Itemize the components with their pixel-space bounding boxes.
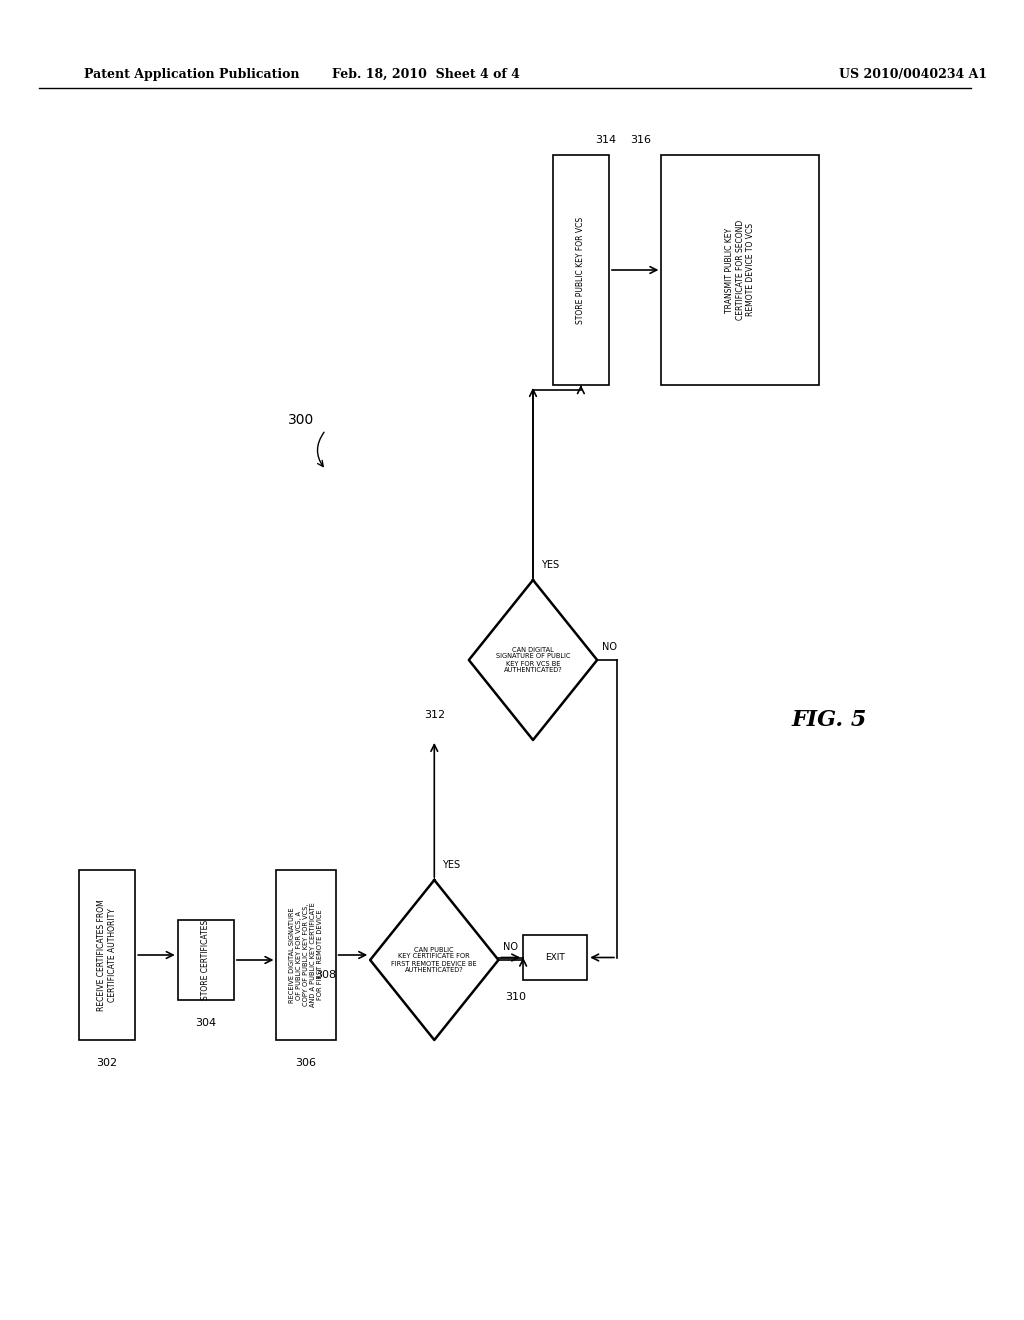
Text: YES: YES: [541, 560, 559, 570]
Text: 302: 302: [96, 1059, 118, 1068]
Text: RECEIVE CERTIFICATES FROM
CERTIFICATE AUTHORITY: RECEIVE CERTIFICATES FROM CERTIFICATE AU…: [97, 899, 117, 1011]
Bar: [553, 154, 609, 385]
Text: STORE CERTIFICATES: STORE CERTIFICATES: [202, 920, 210, 1001]
Bar: [79, 870, 135, 1040]
Text: NO: NO: [602, 642, 617, 652]
Text: 300: 300: [288, 413, 314, 426]
Text: FIG. 5: FIG. 5: [792, 709, 866, 731]
Text: 304: 304: [196, 1018, 216, 1028]
Bar: [276, 870, 336, 1040]
Text: Feb. 18, 2010  Sheet 4 of 4: Feb. 18, 2010 Sheet 4 of 4: [333, 69, 520, 81]
Bar: [523, 935, 588, 979]
Text: 316: 316: [631, 135, 651, 145]
Text: YES: YES: [442, 861, 461, 870]
Text: CAN DIGITAL
SIGNATURE OF PUBLIC
KEY FOR VCS BE
AUTHENTICATED?: CAN DIGITAL SIGNATURE OF PUBLIC KEY FOR …: [496, 647, 570, 673]
Text: STORE PUBLIC KEY FOR VCS: STORE PUBLIC KEY FOR VCS: [577, 216, 586, 323]
Text: TRANSMIT PUBLIC KEY
CERTIFICATE FOR SECOND
REMOTE DEVICE TO VCS: TRANSMIT PUBLIC KEY CERTIFICATE FOR SECO…: [725, 220, 755, 321]
Text: CAN PUBLIC
KEY CERTIFICATE FOR
FIRST REMOTE DEVICE BE
AUTHENTICATED?: CAN PUBLIC KEY CERTIFICATE FOR FIRST REM…: [391, 946, 477, 974]
Bar: [662, 154, 819, 385]
Text: Patent Application Publication: Patent Application Publication: [84, 69, 299, 81]
Text: 314: 314: [596, 135, 616, 145]
Text: NO: NO: [504, 942, 518, 952]
Text: 306: 306: [296, 1059, 316, 1068]
Text: 308: 308: [315, 970, 336, 979]
Bar: [178, 920, 233, 1001]
Text: EXIT: EXIT: [546, 953, 565, 962]
Text: US 2010/0040234 A1: US 2010/0040234 A1: [839, 69, 987, 81]
Text: 312: 312: [424, 710, 444, 719]
Text: RECEIVE DIGITAL SIGNATURE
OF PUBLIC KEY FOR VCS, A
COPY OF PUBLIC KEY FOR VCS,
A: RECEIVE DIGITAL SIGNATURE OF PUBLIC KEY …: [289, 903, 323, 1007]
Text: 310: 310: [505, 993, 525, 1002]
